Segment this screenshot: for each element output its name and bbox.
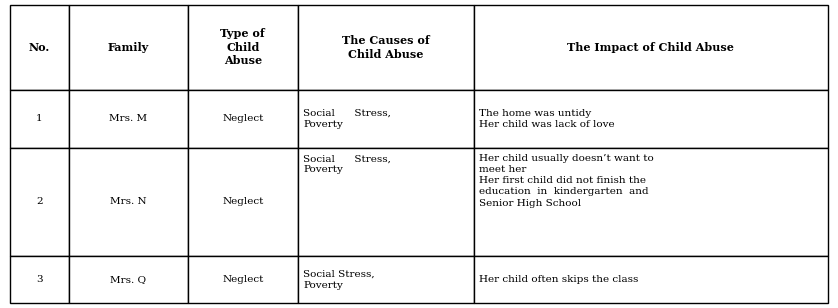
Bar	[69, 148, 188, 256]
Bar	[298, 256, 473, 303]
Bar	[188, 256, 298, 303]
Text: Mrs. N: Mrs. N	[110, 197, 147, 206]
Text: Her child often skips the class: Her child often skips the class	[478, 275, 639, 284]
Bar	[298, 90, 473, 148]
Text: Neglect: Neglect	[222, 275, 263, 284]
Text: 1: 1	[36, 114, 43, 124]
Text: Neglect: Neglect	[222, 114, 263, 124]
Text: Social Stress,
Poverty: Social Stress, Poverty	[303, 270, 375, 290]
Text: Type of
Child
Abuse: Type of Child Abuse	[220, 28, 265, 67]
Text: Mrs. M: Mrs. M	[109, 114, 147, 124]
Text: The home was untidy
Her child was lack of love: The home was untidy Her child was lack o…	[478, 109, 614, 129]
Bar	[473, 90, 828, 148]
Bar	[10, 148, 69, 256]
Text: Social      Stress,
Poverty: Social Stress, Poverty	[303, 109, 391, 129]
Bar	[188, 5, 298, 90]
Text: Family: Family	[107, 42, 149, 53]
Text: Social      Stress,
Poverty: Social Stress, Poverty	[303, 154, 391, 174]
Bar	[10, 90, 69, 148]
Text: 2: 2	[36, 197, 43, 206]
Text: Mrs. Q: Mrs. Q	[110, 275, 147, 284]
Text: No.: No.	[28, 42, 50, 53]
Text: The Impact of Child Abuse: The Impact of Child Abuse	[567, 42, 734, 53]
Bar	[188, 148, 298, 256]
Bar	[473, 256, 828, 303]
Bar	[298, 5, 473, 90]
Bar	[188, 90, 298, 148]
Bar	[473, 5, 828, 90]
Text: Her child usually doesn’t want to
meet her
Her first child did not finish the
ed: Her child usually doesn’t want to meet h…	[478, 154, 654, 208]
Bar	[69, 90, 188, 148]
Bar	[69, 5, 188, 90]
Bar	[298, 148, 473, 256]
Text: The Causes of
Child Abuse: The Causes of Child Abuse	[342, 35, 430, 59]
Bar	[473, 148, 828, 256]
Bar	[69, 256, 188, 303]
Bar	[10, 5, 69, 90]
Text: Neglect: Neglect	[222, 197, 263, 206]
Text: 3: 3	[36, 275, 43, 284]
Bar	[10, 256, 69, 303]
